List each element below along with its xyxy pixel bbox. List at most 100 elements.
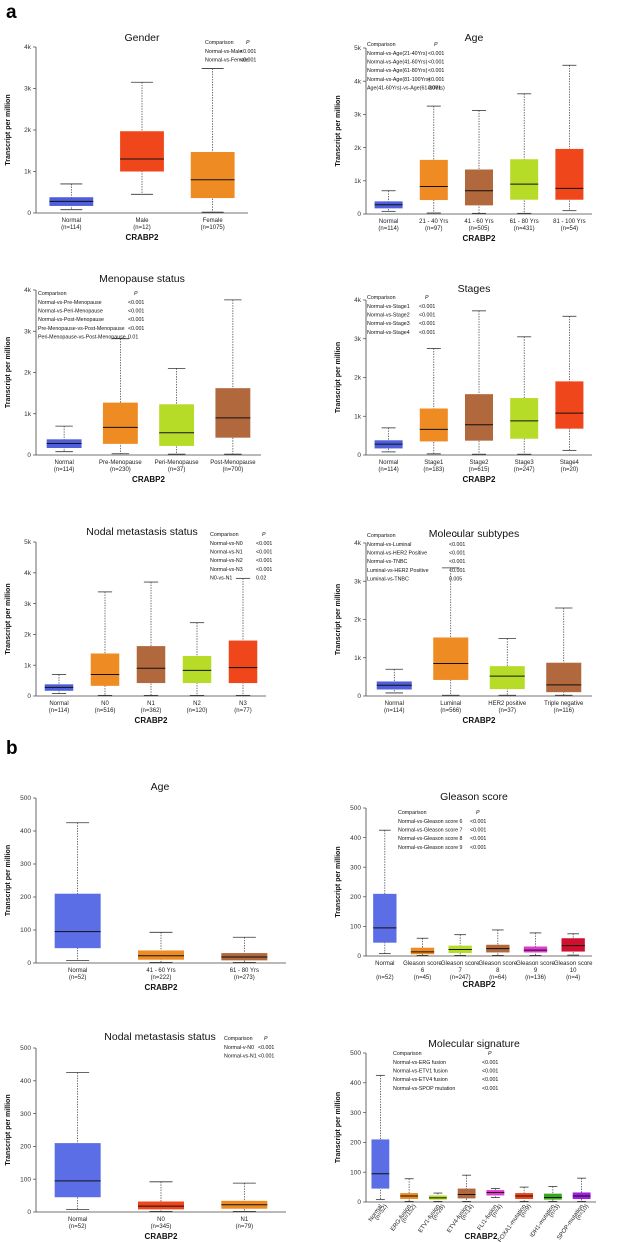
- chart-b-signature: Molecular signature 0 100 200 300 400 500 Trans…: [335, 1038, 596, 1242]
- category-label: 81 - 100 Yrs: [553, 219, 586, 225]
- y-tick-label: 0: [27, 960, 31, 967]
- category-label: Normal: [54, 460, 73, 466]
- category-label-line: Normal: [375, 961, 394, 967]
- category-n: (n=114): [54, 467, 74, 473]
- category-n: (n=114): [384, 708, 404, 714]
- comparison-row-label: Pre-Menopause-vs-Post-Menopause: [38, 326, 125, 332]
- category-label: Normal: [49, 701, 68, 707]
- box-body: [120, 131, 164, 172]
- box-body: [419, 159, 448, 201]
- category-n: (n=114): [378, 226, 398, 232]
- y-tick-label: 2k: [24, 127, 32, 134]
- y-tick-label: 2k: [354, 145, 362, 152]
- category-n: (n=54): [561, 226, 579, 232]
- comparison-row-label: Luminal-vs-TNBC: [367, 576, 409, 582]
- y-axis-label: Transcript per million: [5, 583, 12, 654]
- box-body: [464, 169, 494, 206]
- box-1: [138, 931, 184, 963]
- comparison-row-label: Luminal-vs-HER2 Positive: [367, 568, 429, 574]
- panel-label-b: b: [6, 738, 18, 759]
- comparison-row-p: <0.001: [240, 58, 256, 64]
- category-label-line: 6: [421, 968, 425, 974]
- box-2: [428, 1192, 447, 1202]
- category-n: (n=431): [514, 226, 535, 232]
- box-body: [457, 1188, 476, 1199]
- category-label-line: 8: [496, 968, 500, 974]
- box-0: [373, 829, 397, 955]
- p-header: P: [134, 291, 138, 297]
- y-tick-label: 0: [27, 210, 31, 217]
- y-axis-label: Transcript per million: [335, 584, 342, 655]
- category-n: (n=64): [489, 975, 507, 981]
- x-axis-label: CRABP2: [145, 983, 178, 992]
- category-label: Normal: [379, 460, 398, 466]
- category-label: Stage2: [469, 460, 489, 466]
- category-n: (n=230): [110, 467, 131, 473]
- comparison-header: Comparison: [367, 533, 396, 539]
- comparison-row-p: <0.001: [419, 330, 435, 336]
- comparison-row-p: <0.001: [428, 77, 444, 83]
- chart-title: Menopause status: [99, 273, 185, 285]
- box-1: [102, 338, 138, 455]
- box-2: [448, 934, 472, 956]
- comparison-row-p: 0.005: [449, 576, 462, 582]
- y-tick-label: 0: [357, 1199, 361, 1206]
- box-4: [523, 932, 548, 956]
- box-3: [510, 93, 539, 214]
- y-tick-label: 500: [20, 795, 31, 802]
- comparison-row-p: <0.001: [470, 828, 486, 834]
- box-0: [49, 183, 94, 211]
- box-body: [138, 950, 184, 960]
- x-axis-label: CRABP2: [463, 475, 496, 484]
- comparison-row-label: Normal-vs-Stage3: [367, 321, 410, 327]
- comparison-row-label: Normal-vs-Gleason score 9: [398, 845, 463, 851]
- box-body: [555, 148, 584, 200]
- box-body: [464, 394, 494, 441]
- p-header: P: [455, 533, 459, 539]
- category-label: Stage4: [560, 460, 580, 466]
- category-n: (n=516): [95, 708, 116, 714]
- box-1: [433, 567, 469, 696]
- comparison-row-label: Normal-vs-ETV1 fusion: [393, 1069, 448, 1075]
- category-n: (n=505): [469, 226, 490, 232]
- box-body: [419, 408, 448, 442]
- box-body: [159, 404, 195, 446]
- box-2: [464, 110, 494, 214]
- category-n: (n=183): [423, 467, 444, 473]
- category-n: (n=247): [450, 975, 471, 981]
- box-3: [457, 1174, 476, 1202]
- category-n: (n=273): [234, 975, 255, 981]
- y-tick-label: 3k: [24, 328, 32, 335]
- box-body: [228, 640, 258, 684]
- category-label: Normal: [68, 968, 87, 974]
- comparison-row-p: <0.001: [470, 845, 486, 851]
- category-n: (n=345): [151, 1224, 172, 1230]
- category-label: Female: [203, 218, 224, 224]
- category-label: 61 - 80 Yrs: [230, 968, 259, 974]
- comparison-row-label: Normal-vs-Female: [205, 58, 249, 64]
- comparison-row-p: <0.001: [449, 568, 465, 574]
- category-label: Post-Menopause: [210, 460, 256, 466]
- box-body: [182, 655, 212, 684]
- box-1: [120, 81, 164, 195]
- y-tick-label: 5k: [24, 539, 32, 546]
- y-tick-label: 3k: [354, 336, 362, 343]
- chart-title: Molecular subtypes: [429, 528, 519, 540]
- p-header: P: [476, 810, 480, 816]
- comparison-row-label: N0-vs-N1: [210, 575, 232, 581]
- category-n: (n=37): [498, 708, 516, 714]
- box-body: [90, 653, 120, 686]
- y-tick-label: 300: [20, 1111, 31, 1118]
- category-label: Stage1: [424, 460, 444, 466]
- comparison-row-p: <0.001: [470, 836, 486, 842]
- category-label-line: Gleason score: [478, 961, 517, 967]
- comparison-row-p: <0.001: [419, 321, 435, 327]
- category-label: N0: [101, 701, 109, 707]
- y-tick-label: 400: [350, 835, 361, 842]
- y-tick-label: 100: [20, 927, 31, 934]
- category-label: N3: [239, 701, 247, 707]
- comparison-row-p: <0.001: [419, 304, 435, 310]
- comparison-row-label: Normal-vs-Stage1: [367, 304, 410, 310]
- box-body: [54, 893, 101, 949]
- box-body: [555, 381, 584, 429]
